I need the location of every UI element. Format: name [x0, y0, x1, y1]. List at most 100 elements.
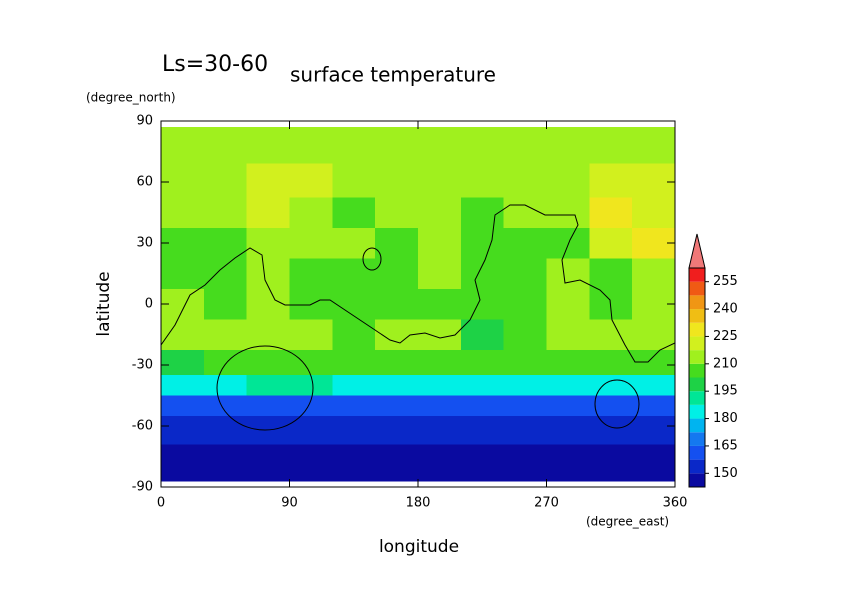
cell	[332, 127, 376, 165]
cell	[332, 197, 376, 229]
cell	[161, 349, 205, 376]
x-axis-title: longitude	[379, 537, 459, 557]
cell	[161, 415, 205, 445]
cell	[332, 319, 376, 351]
cell	[246, 395, 290, 417]
cell	[589, 288, 633, 320]
cell	[332, 395, 376, 417]
cell	[460, 395, 505, 417]
cell	[203, 395, 248, 417]
cell	[375, 395, 419, 417]
y-unit: (degree_north)	[86, 91, 176, 105]
x-tick-label: 90	[281, 496, 298, 511]
cell	[289, 163, 333, 198]
cell	[161, 375, 205, 396]
colorbar-tick-label: 150	[713, 466, 738, 481]
cell	[332, 349, 376, 376]
x-tick-label: 180	[406, 496, 431, 511]
colorbar-tick-label: 180	[713, 411, 738, 426]
colorbar: 150 165 180 195 210 225 240 255	[688, 233, 738, 488]
y-tick-label: 0	[145, 297, 153, 312]
cell	[632, 415, 676, 445]
cell	[203, 375, 248, 396]
chart-subtitle: Ls=30-60	[162, 52, 268, 77]
colorbar-band	[689, 309, 705, 323]
cell	[375, 444, 419, 482]
cell	[161, 163, 205, 198]
y-tick-label: -90	[132, 480, 153, 495]
colorbar-extension	[688, 233, 706, 269]
contour-line	[594, 379, 640, 429]
cell	[332, 375, 376, 396]
colorbar-tick-label: 225	[713, 329, 738, 344]
contour-line	[362, 247, 382, 271]
cell	[418, 395, 462, 417]
cell	[375, 227, 419, 259]
cell	[589, 258, 633, 290]
cell	[460, 415, 505, 445]
cell	[203, 227, 248, 259]
cell	[289, 258, 333, 290]
cell	[460, 375, 505, 396]
cell	[546, 258, 590, 290]
cell	[503, 375, 547, 396]
cell	[546, 375, 590, 396]
colorbar-band	[689, 459, 705, 474]
colorbar-band	[689, 445, 705, 460]
cell	[546, 197, 590, 229]
cell	[589, 227, 633, 259]
colorbar-band	[689, 336, 705, 351]
y-axis-title: latitude	[94, 271, 114, 336]
cell	[589, 349, 633, 376]
cell	[460, 349, 505, 376]
colorbar-band	[689, 418, 705, 433]
contour-fill	[161, 127, 676, 482]
cell	[289, 197, 333, 229]
cell	[589, 444, 633, 482]
cell	[246, 163, 290, 198]
cell	[418, 258, 462, 290]
cell	[418, 127, 462, 165]
cell	[203, 415, 248, 445]
cell	[460, 163, 505, 198]
cell	[289, 227, 333, 259]
cell	[289, 127, 333, 165]
cell	[375, 288, 419, 320]
cell	[546, 395, 590, 417]
cell	[460, 197, 505, 229]
cell	[203, 288, 248, 320]
cell	[203, 197, 248, 229]
cell	[246, 319, 290, 351]
cell	[546, 319, 590, 351]
contour-line	[161, 204, 675, 363]
colorbar-tick-label: 240	[713, 302, 738, 317]
cell	[632, 319, 676, 351]
cell	[546, 163, 590, 198]
cell	[203, 444, 248, 482]
cell	[246, 444, 290, 482]
cell	[246, 127, 290, 165]
cell	[203, 319, 248, 351]
cell	[246, 258, 290, 290]
cell	[289, 349, 333, 376]
cell	[460, 127, 505, 165]
cell	[460, 319, 505, 351]
colorbar-tick-label: 165	[713, 438, 738, 453]
cell	[375, 127, 419, 165]
cell	[460, 258, 505, 290]
cell	[203, 127, 248, 165]
colorbar-band	[689, 295, 705, 310]
cell	[589, 197, 633, 229]
cell	[161, 127, 205, 165]
cell	[460, 288, 505, 320]
cell	[332, 288, 376, 320]
cell	[289, 375, 333, 396]
cell	[503, 319, 547, 351]
cell	[203, 349, 248, 376]
contour-line	[216, 345, 314, 431]
cell	[503, 444, 547, 482]
cell	[375, 163, 419, 198]
cell	[161, 258, 205, 290]
cell	[418, 375, 462, 396]
cell	[632, 349, 676, 376]
